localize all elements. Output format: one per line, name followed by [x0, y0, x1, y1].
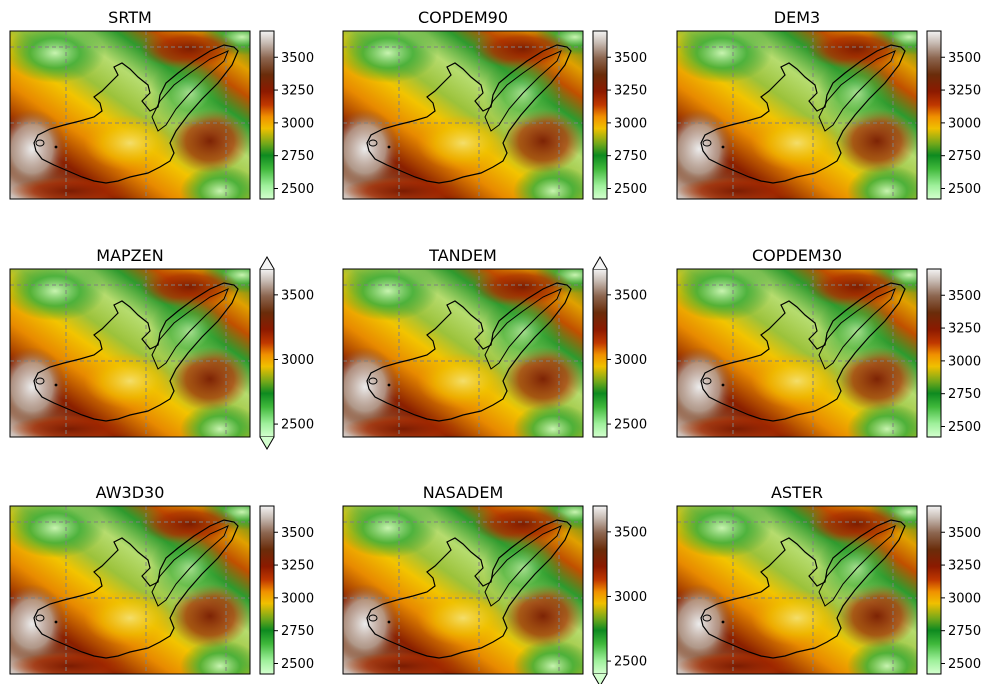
panel-title: COPDEM30 [752, 246, 842, 265]
panel-title: NASADEM [423, 483, 504, 502]
glacier-outline [33, 44, 239, 184]
map-frame [676, 505, 918, 675]
elevation-map [343, 506, 583, 674]
colorbar: 2500 2750 3000 3250 3500 [259, 505, 314, 675]
colorbar: 2500 3000 3500 [592, 256, 647, 438]
colorbar-tick-label: 3000 [614, 116, 647, 131]
panel-title: COPDEM90 [418, 8, 508, 27]
colorbar-tick-label: 2500 [281, 657, 314, 672]
colorbar-tick-label: 3000 [281, 116, 314, 131]
colorbar: 2500 2750 3000 3250 3500 [926, 505, 981, 675]
colorbar-tick-label: 2500 [281, 182, 314, 197]
colorbar-tick-label: 3000 [948, 591, 981, 606]
panel-copdem90: COPDEM90 2500 2750 3000 3250 3500 [342, 8, 647, 200]
colorbar-tick-label: 2500 [614, 418, 647, 433]
elevation-map [677, 506, 917, 674]
panel-title: AW3D30 [96, 483, 165, 502]
elevation-map [677, 269, 917, 437]
colorbar-tick-label: 3250 [614, 84, 647, 99]
map-frame [676, 30, 918, 200]
colorbar-tick-label: 3000 [948, 354, 981, 369]
colorbar-extend-max [592, 256, 608, 270]
map-frame [9, 30, 251, 200]
colorbar-tick-label: 3250 [281, 559, 314, 574]
colorbar-tick-label: 2500 [948, 420, 981, 435]
glacier-outline [700, 519, 906, 659]
colorbar-tick-label: 3500 [948, 526, 981, 541]
colorbar-tick-label: 2750 [948, 387, 981, 402]
glacier-outline [700, 44, 906, 184]
colorbar-tick-label: 3500 [614, 288, 647, 303]
panel-copdem30: COPDEM30 2500 2750 3000 3250 3500 [676, 246, 981, 438]
panel-aw3d30: AW3D30 2500 2750 3000 3250 3500 [9, 483, 314, 675]
map-frame [9, 268, 251, 438]
colorbar: 2500 2750 3000 3250 3500 [592, 30, 647, 200]
elevation-map [343, 31, 583, 199]
panel-nasadem: NASADEM 2500 3000 3500 [342, 483, 647, 684]
colorbar-tick-label: 3500 [614, 51, 647, 66]
colorbar-tick-label: 3500 [281, 288, 314, 303]
elevation-map [10, 506, 250, 674]
colorbar-tick-label: 2500 [948, 182, 981, 197]
colorbar-tick-label: 2750 [614, 149, 647, 164]
colorbar-tick-label: 3250 [948, 559, 981, 574]
panel-dem3: DEM3 2500 2750 3000 3250 3500 [676, 8, 981, 200]
glacier-outline [366, 44, 572, 184]
colorbar-tick-label: 3000 [614, 590, 647, 605]
colorbar: 2500 3000 3500 [592, 505, 647, 684]
colorbar-tick-label: 3000 [281, 353, 314, 368]
colorbar-tick-label: 3500 [614, 525, 647, 540]
glacier-outline [366, 282, 572, 422]
glacier-outline [366, 519, 572, 659]
colorbar-tick-label: 2500 [281, 418, 314, 433]
panel-srtm: SRTM 2500 2750 3000 3250 3500 [9, 8, 314, 200]
glacier-outline [700, 282, 906, 422]
glacier-outline [33, 282, 239, 422]
elevation-map [10, 31, 250, 199]
panel-title: DEM3 [774, 8, 820, 27]
colorbar-tick-label: 2500 [614, 182, 647, 197]
panel-title: TANDEM [428, 246, 497, 265]
colorbar-tick-label: 3500 [281, 51, 314, 66]
colorbar-tick-label: 3250 [281, 84, 314, 99]
colorbar-tick-label: 2750 [948, 624, 981, 639]
map-frame [342, 30, 584, 200]
colorbar-tick-label: 3500 [948, 289, 981, 304]
colorbar: 2500 2750 3000 3250 3500 [259, 30, 314, 200]
colorbar-tick-label: 2750 [948, 149, 981, 164]
glacier-outline [33, 519, 239, 659]
map-frame [9, 505, 251, 675]
elevation-map [10, 269, 250, 437]
panel-aster: ASTER 2500 2750 3000 3250 3500 [676, 483, 981, 675]
elevation-map [677, 31, 917, 199]
colorbar-extend-min [259, 436, 275, 450]
panel-tandem: TANDEM 2500 3000 3500 [342, 246, 647, 438]
colorbar: 2500 2750 3000 3250 3500 [926, 30, 981, 200]
panel-mapzen: MAPZEN 2500 3000 3500 [9, 246, 314, 450]
colorbar-tick-label: 2750 [281, 149, 314, 164]
colorbar-tick-label: 3000 [614, 353, 647, 368]
elevation-map [343, 269, 583, 437]
map-frame [342, 505, 584, 675]
panel-title: SRTM [108, 8, 152, 27]
colorbar-tick-label: 3500 [281, 526, 314, 541]
colorbar-extend-min [592, 673, 608, 684]
map-frame [676, 268, 918, 438]
colorbar-tick-label: 3250 [948, 84, 981, 99]
colorbar: 2500 3000 3500 [259, 256, 314, 450]
panel-title: ASTER [771, 483, 823, 502]
panel-title: MAPZEN [96, 246, 163, 265]
colorbar-tick-label: 3250 [948, 322, 981, 337]
colorbar-tick-label: 3000 [948, 116, 981, 131]
colorbar-tick-label: 3500 [948, 51, 981, 66]
colorbar-tick-label: 2500 [614, 655, 647, 670]
colorbar-tick-label: 3000 [281, 591, 314, 606]
colorbar: 2500 2750 3000 3250 3500 [926, 268, 981, 438]
colorbar-tick-label: 2500 [948, 657, 981, 672]
colorbar-extend-max [259, 256, 275, 270]
colorbar-tick-label: 2750 [281, 624, 314, 639]
map-frame [342, 268, 584, 438]
